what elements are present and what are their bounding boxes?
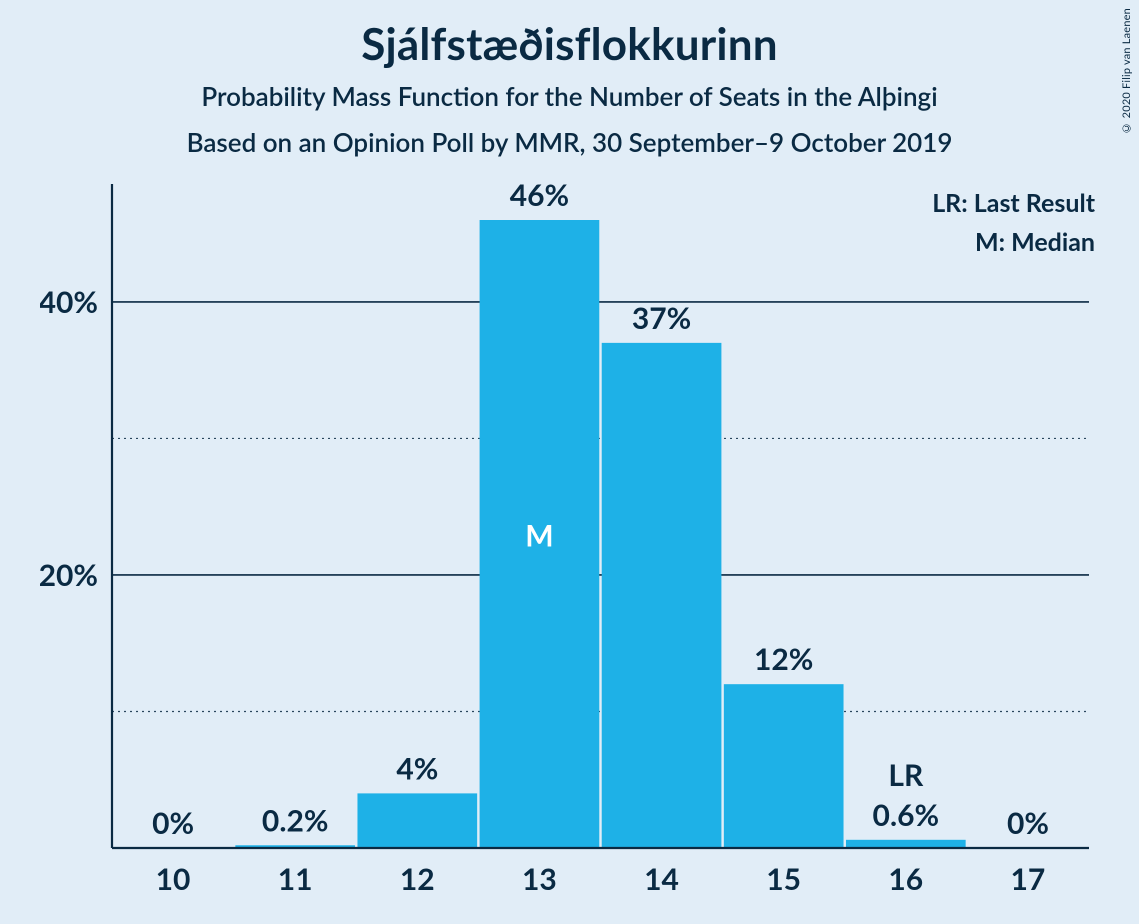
svg-text:37%: 37% xyxy=(632,300,691,336)
svg-text:12: 12 xyxy=(400,861,435,897)
svg-text:12%: 12% xyxy=(754,641,813,677)
svg-text:0%: 0% xyxy=(1007,805,1049,841)
svg-text:4%: 4% xyxy=(396,750,438,786)
chart-subtitle-2: Based on an Opinion Poll by MMR, 30 Sept… xyxy=(0,126,1139,158)
svg-text:16: 16 xyxy=(888,861,923,897)
chart-title: Sjálfstæðisflokkurinn xyxy=(0,18,1139,70)
title-block: Sjálfstæðisflokkurinn Probability Mass F… xyxy=(0,0,1139,158)
copyright-text: © 2020 Filip van Laenen xyxy=(1120,8,1133,135)
svg-text:0.2%: 0.2% xyxy=(262,802,329,838)
svg-text:0.6%: 0.6% xyxy=(873,797,940,833)
svg-text:M: M xyxy=(525,518,553,554)
chart-area: 20% 40% 0% 10 0.2% 11 4% 12 46% 13 M 37% 14 12% 15 0.6%… xyxy=(40,176,1109,906)
svg-text:10: 10 xyxy=(156,861,191,897)
svg-text:17: 17 xyxy=(1011,861,1046,897)
svg-text:13: 13 xyxy=(522,861,557,897)
svg-text:0%: 0% xyxy=(152,805,194,841)
svg-text:11: 11 xyxy=(278,861,313,897)
svg-text:15: 15 xyxy=(766,861,801,897)
svg-text:40%: 40% xyxy=(40,284,98,320)
svg-text:LR: LR xyxy=(888,757,924,793)
svg-text:46%: 46% xyxy=(510,177,569,213)
bar-chart-svg: 20% 40% 0% 10 0.2% 11 4% 12 46% 13 M 37% 14 12% 15 0.6%… xyxy=(40,176,1109,906)
chart-subtitle-1: Probability Mass Function for the Number… xyxy=(0,80,1139,112)
svg-text:14: 14 xyxy=(644,861,679,897)
svg-text:20%: 20% xyxy=(40,557,98,593)
